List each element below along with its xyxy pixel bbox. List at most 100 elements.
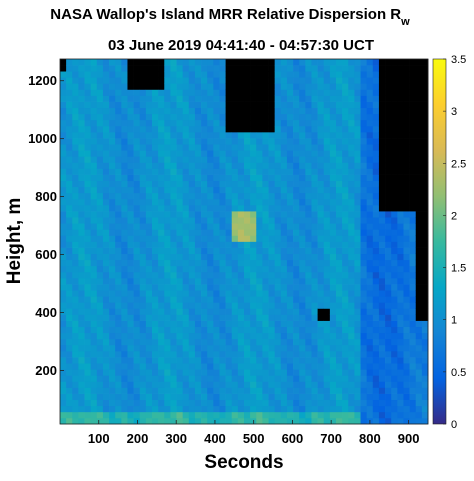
heatmap-cell <box>139 338 147 346</box>
heatmap-cell <box>109 259 116 267</box>
heatmap-cell <box>115 351 122 358</box>
heatmap-cell <box>305 217 312 224</box>
heatmap-cell <box>286 399 294 407</box>
heatmap-cell <box>323 296 331 303</box>
heatmap-cell <box>244 375 251 382</box>
heatmap-cell <box>409 411 417 419</box>
heatmap-cell <box>323 357 331 364</box>
heatmap-cell <box>188 162 196 169</box>
heatmap-cell <box>385 168 392 175</box>
heatmap-cell <box>121 113 128 121</box>
heatmap-cell <box>244 168 251 175</box>
heatmap-cell <box>170 71 177 78</box>
heatmap-cell <box>415 399 423 407</box>
heatmap-cell <box>366 223 374 230</box>
heatmap-cell <box>329 284 337 291</box>
heatmap-cell <box>268 211 276 218</box>
heatmap-cell <box>385 284 392 291</box>
heatmap-cell <box>78 320 85 328</box>
heatmap-cell <box>96 381 104 388</box>
heatmap-cell <box>78 399 85 407</box>
heatmap-cell <box>385 314 392 321</box>
heatmap-cell <box>139 59 147 66</box>
heatmap-cell <box>176 77 184 84</box>
heatmap-cell <box>84 393 92 401</box>
heatmap-cell <box>84 229 92 236</box>
heatmap-cell <box>121 387 128 394</box>
heatmap-cell <box>90 265 98 273</box>
heatmap-cell <box>336 320 343 328</box>
heatmap-cell <box>115 138 122 145</box>
heatmap-cell <box>170 132 177 139</box>
heatmap-cell <box>60 186 67 194</box>
heatmap-cell <box>366 302 374 309</box>
heatmap-cell <box>305 265 312 273</box>
heatmap-cell <box>391 344 398 352</box>
heatmap-cell <box>256 223 263 230</box>
heatmap-cell <box>280 156 288 163</box>
heatmap-cell <box>256 205 263 212</box>
heatmap-cell <box>152 357 159 364</box>
heatmap-cell <box>397 284 404 291</box>
heatmap-cell <box>385 417 392 425</box>
heatmap-cell <box>194 399 202 407</box>
heatmap-cell <box>262 375 269 382</box>
heatmap-cell <box>213 259 220 267</box>
heatmap-cell <box>158 186 165 194</box>
heatmap-cell <box>109 59 116 66</box>
heatmap-cell <box>378 320 386 328</box>
heatmap-cell <box>78 65 85 72</box>
heatmap-cell <box>207 253 214 261</box>
heatmap-cell <box>231 271 239 279</box>
heatmap-cell <box>250 332 257 340</box>
heatmap-cell <box>280 363 288 370</box>
heatmap-cell <box>96 338 104 346</box>
heatmap-cell <box>360 278 368 285</box>
heatmap-cell <box>145 107 153 115</box>
heatmap-cell <box>250 363 257 370</box>
heatmap-cell <box>305 278 312 285</box>
heatmap-cell <box>213 180 220 188</box>
heatmap-cell <box>133 174 141 182</box>
heatmap-cell <box>391 411 398 419</box>
heatmap-cell <box>317 77 325 84</box>
heatmap-cell <box>201 326 208 334</box>
heatmap-cell <box>329 107 337 115</box>
heatmap-cell <box>305 351 312 358</box>
heatmap-cell <box>60 344 67 352</box>
heatmap-cell <box>121 180 128 188</box>
heatmap-cell <box>342 144 349 151</box>
heatmap-cell <box>145 308 153 315</box>
heatmap-cell <box>348 296 355 303</box>
heatmap-cell <box>152 229 159 236</box>
heatmap-cell <box>421 95 429 102</box>
heatmap-cell <box>421 253 429 261</box>
heatmap-cell <box>354 393 361 401</box>
heatmap-cell <box>60 290 67 297</box>
heatmap-cell <box>66 156 73 163</box>
heatmap-cell <box>421 83 429 90</box>
heatmap-cell <box>164 198 171 206</box>
heatmap-cell <box>176 186 184 194</box>
heatmap-cell <box>139 162 147 169</box>
heatmap-cell <box>421 223 429 230</box>
heatmap-cell <box>336 223 343 230</box>
heatmap-cell <box>139 259 147 267</box>
heatmap-cell <box>366 156 374 163</box>
heatmap-cell <box>286 132 294 139</box>
heatmap-cell <box>415 241 423 248</box>
heatmap-cell <box>127 186 134 194</box>
heatmap-cell <box>360 119 368 127</box>
heatmap-cell <box>385 271 392 279</box>
heatmap-cell <box>219 314 226 321</box>
heatmap-cell <box>299 308 306 315</box>
heatmap-cell <box>354 296 361 303</box>
heatmap-cell <box>115 417 122 425</box>
heatmap-cell <box>139 174 147 182</box>
heatmap-cell <box>244 411 251 419</box>
heatmap-cell <box>299 326 306 334</box>
heatmap-cell <box>207 247 214 255</box>
heatmap-cell <box>280 381 288 388</box>
heatmap-cell <box>164 174 171 182</box>
heatmap-cell <box>385 229 392 236</box>
